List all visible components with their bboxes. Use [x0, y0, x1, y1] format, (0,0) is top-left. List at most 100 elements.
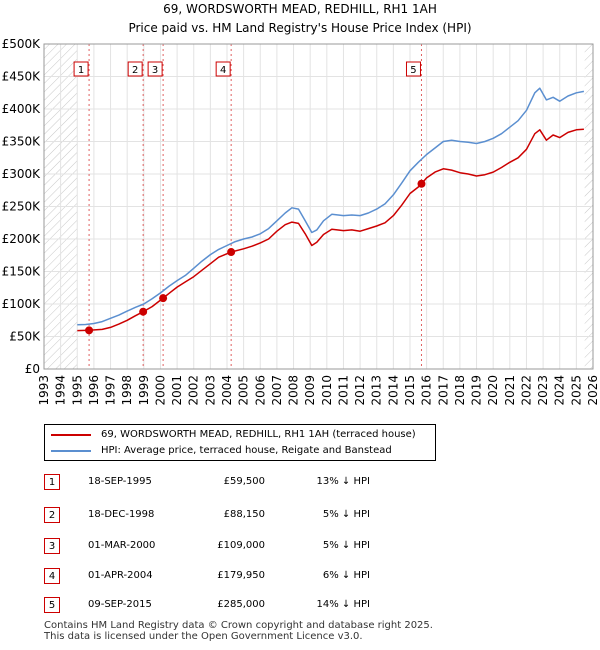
x-tick-label: 2025 [569, 375, 583, 406]
x-tick-label: 2000 [153, 375, 167, 406]
y-tick-label: £400K [2, 102, 42, 116]
x-tick-label: 1994 [54, 375, 68, 406]
transaction-hpi-diff: 14% ↓ HPI [316, 599, 370, 610]
y-tick-label: £300K [2, 167, 42, 181]
x-tick-label: 2020 [486, 375, 500, 406]
y-tick-label: £200K [2, 232, 42, 246]
legend-swatch-property [51, 433, 91, 436]
transaction-price: £88,150 [223, 509, 265, 520]
transaction-label-box [147, 61, 163, 77]
attribution-footer: Contains HM Land Registry data © Crown c… [44, 620, 433, 642]
legend-swatch-hpi [51, 449, 91, 452]
x-tick-label: 2014 [386, 375, 400, 406]
legend-item-hpi: HPI: Average price, terraced house, Reig… [51, 445, 392, 456]
x-tick-label: 2007 [270, 375, 284, 406]
plot-frame [43, 43, 594, 370]
x-tick-label: 2023 [536, 375, 550, 406]
transaction-row: 4 01-APR-2004 £179,950 6% ↓ HPI [0, 568, 600, 586]
transaction-label: 2 [132, 65, 138, 76]
transaction-hpi-diff: 5% ↓ HPI [322, 540, 370, 551]
license-line: This data is licensed under the Open Gov… [44, 631, 363, 642]
x-tick-label: 2018 [453, 375, 467, 406]
transaction-row: 1 18-SEP-1995 £59,500 13% ↓ HPI [0, 474, 600, 492]
transaction-number: 1 [44, 474, 60, 490]
price-chart: 69, WORDSWORTH MEAD, REDHILL, RH1 1AH Pr… [2, 2, 600, 406]
transaction-marker [139, 307, 148, 316]
y-tick-label: £250K [2, 200, 42, 214]
x-tick-label: 2010 [320, 375, 334, 406]
x-tick-label: 2006 [253, 375, 267, 406]
x-tick-label: 2001 [170, 375, 184, 406]
transaction-date: 01-MAR-2000 [88, 540, 156, 551]
transaction-price: £59,500 [223, 476, 265, 487]
transaction-price: £179,950 [217, 570, 265, 581]
transaction-date: 01-APR-2004 [88, 570, 153, 581]
transaction-date: 18-DEC-1998 [88, 509, 155, 520]
transaction-hpi-diff: 5% ↓ HPI [322, 509, 370, 520]
transaction-date: 18-SEP-1995 [88, 476, 152, 487]
transaction-row: 5 09-SEP-2015 £285,000 14% ↓ HPI [0, 597, 600, 615]
transaction-number: 2 [44, 507, 60, 523]
x-tick-label: 2022 [519, 375, 533, 406]
y-tick-label: £350K [2, 135, 42, 149]
x-tick-label: 2021 [503, 375, 517, 406]
transaction-number: 3 [44, 538, 60, 554]
x-tick-label: 2004 [220, 375, 234, 406]
transaction-label: 5 [410, 65, 416, 76]
transaction-number: 5 [44, 597, 60, 613]
y-tick-label: £50K [9, 330, 41, 344]
transaction-marker [159, 294, 168, 303]
transaction-label-box [215, 61, 231, 77]
x-tick-label: 1997 [104, 375, 118, 406]
legend-label-property: 69, WORDSWORTH MEAD, REDHILL, RH1 1AH (t… [101, 429, 416, 440]
x-tick-label: 2017 [436, 375, 450, 406]
x-tick-label: 2013 [370, 375, 384, 406]
x-tick-label: 2009 [303, 375, 317, 406]
x-tick-label: 2005 [237, 375, 251, 406]
transaction-label: 3 [152, 65, 158, 76]
transaction-price: £109,000 [217, 540, 265, 551]
legend-item-property: 69, WORDSWORTH MEAD, REDHILL, RH1 1AH (t… [51, 429, 416, 440]
transaction-label: 4 [220, 65, 226, 76]
x-tick-label: 2026 [586, 375, 600, 406]
transaction-label-box [405, 61, 421, 77]
chart-legend: 69, WORDSWORTH MEAD, REDHILL, RH1 1AH (t… [44, 424, 436, 461]
transaction-label-box [73, 61, 89, 77]
x-tick-label: 2024 [553, 375, 567, 406]
chart-title: 69, WORDSWORTH MEAD, REDHILL, RH1 1AH [163, 2, 437, 16]
transaction-label: 1 [78, 65, 84, 76]
transaction-marker [227, 248, 236, 257]
y-tick-label: £450K [2, 70, 42, 84]
y-tick-label: £0 [25, 362, 40, 376]
legend-label-hpi: HPI: Average price, terraced house, Reig… [101, 445, 392, 456]
attribution-line: Contains HM Land Registry data © Crown c… [44, 620, 433, 631]
x-tick-label: 1998 [120, 375, 134, 406]
transaction-hpi-diff: 13% ↓ HPI [316, 476, 370, 487]
transaction-price: £285,000 [217, 599, 265, 610]
transaction-row: 3 01-MAR-2000 £109,000 5% ↓ HPI [0, 538, 600, 556]
transaction-marker [85, 326, 94, 335]
transaction-hpi-diff: 6% ↓ HPI [322, 570, 370, 581]
x-tick-label: 1999 [137, 375, 151, 406]
chart-subtitle: Price paid vs. HM Land Registry's House … [128, 21, 471, 35]
x-tick-label: 1995 [70, 375, 84, 406]
y-tick-label: £500K [2, 37, 42, 51]
x-tick-label: 2012 [353, 375, 367, 406]
transaction-row: 2 18-DEC-1998 £88,150 5% ↓ HPI [0, 507, 600, 525]
property-price-line [77, 128, 584, 332]
x-tick-label: 2003 [203, 375, 217, 406]
transaction-date: 09-SEP-2015 [88, 599, 152, 610]
y-tick-label: £150K [2, 265, 42, 279]
x-tick-label: 2019 [470, 375, 484, 406]
transaction-label-box [127, 61, 143, 77]
transaction-marker [417, 179, 426, 188]
x-tick-label: 2002 [187, 375, 201, 406]
x-tick-label: 2008 [287, 375, 301, 406]
transaction-number: 4 [44, 568, 60, 584]
x-tick-label: 2011 [336, 375, 350, 406]
x-tick-label: 1993 [37, 375, 51, 406]
x-tick-label: 2015 [403, 375, 417, 406]
x-tick-label: 2016 [420, 375, 434, 406]
y-tick-label: £100K [2, 297, 42, 311]
x-tick-label: 1996 [87, 375, 101, 406]
